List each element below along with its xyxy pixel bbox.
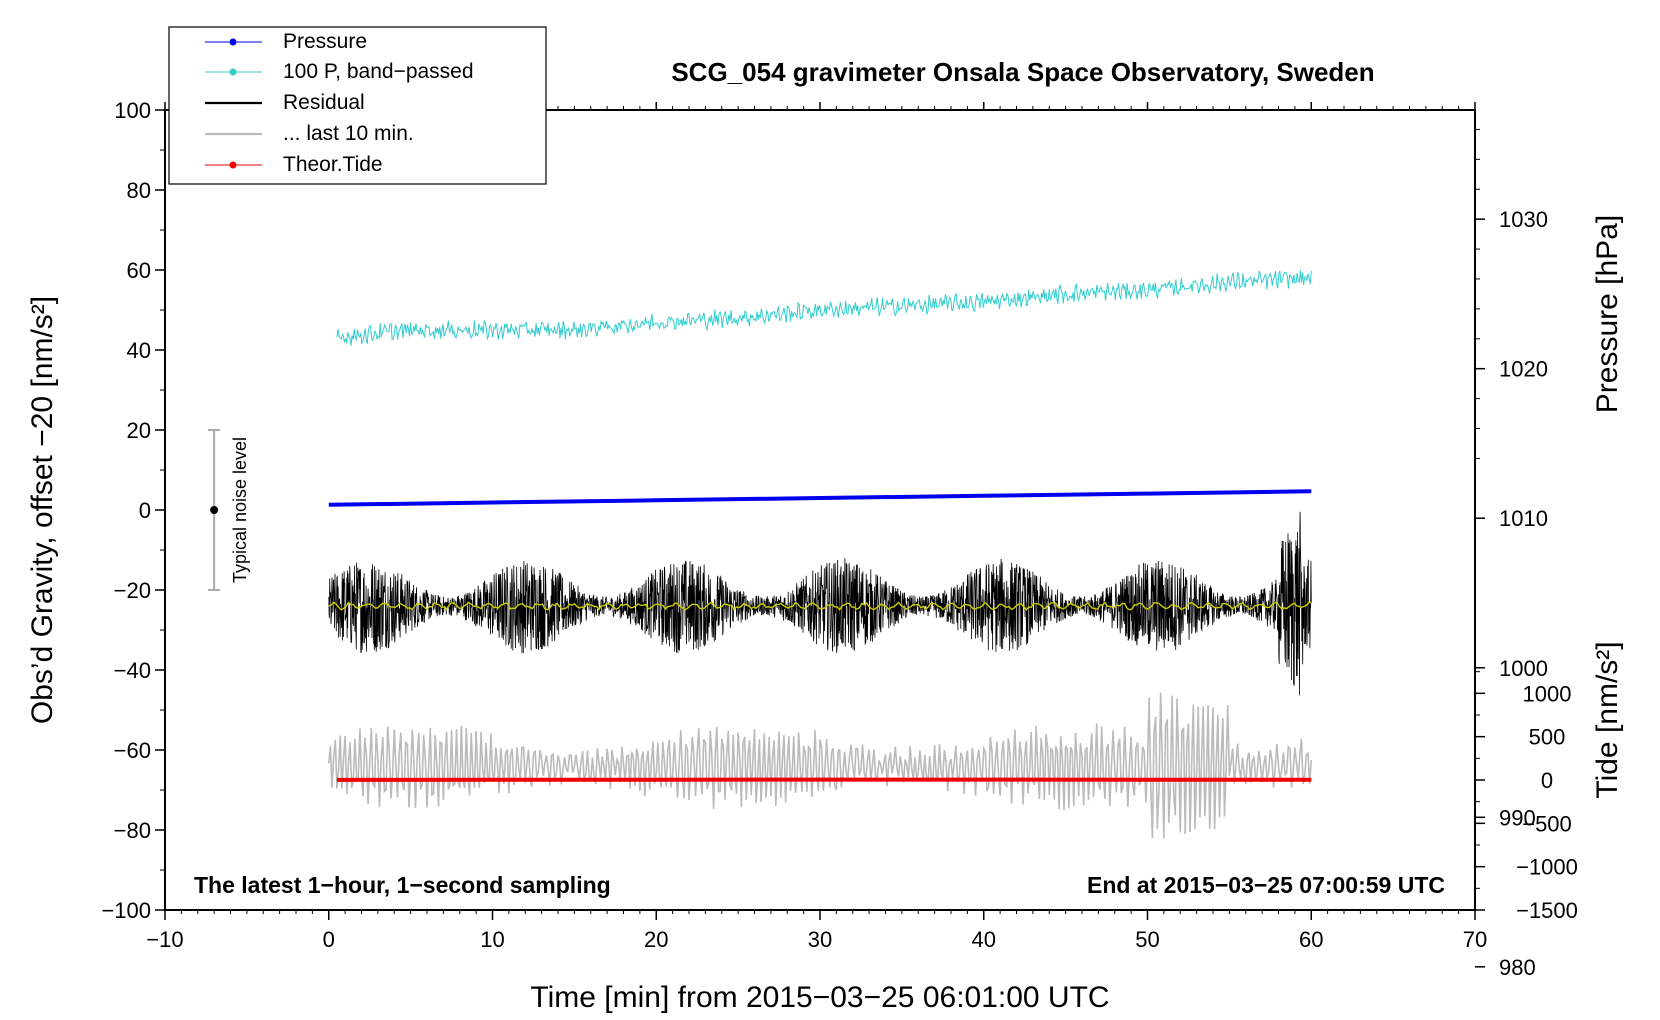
chart-title: SCG_054 gravimeter Onsala Space Observat… [671, 57, 1374, 87]
legend-swatch-marker [229, 161, 237, 169]
x-tick-label: 10 [480, 927, 504, 952]
series-band-passed-pressure [336, 270, 1312, 346]
tide-axis-label: Tide [nm/s²] [1591, 641, 1624, 798]
series-pressure [328, 489, 1312, 507]
legend-swatch-marker [229, 38, 237, 46]
series-last-10-min [328, 692, 1313, 839]
x-tick-label: 40 [972, 927, 996, 952]
x-tick-label: −10 [146, 927, 183, 952]
noise-bar-center [210, 506, 219, 514]
tide-tick-label: 500 [1529, 725, 1566, 750]
legend-label-residual: Residual [283, 91, 365, 114]
y-tick-label: 60 [127, 258, 151, 283]
legend-label-last-10-min: ... last 10 min. [283, 122, 414, 145]
footer-end-time: End at 2015−03−25 07:00:59 UTC [1087, 872, 1445, 898]
tide-tick-label: 1000 [1523, 681, 1572, 706]
tide-tick-label: −1000 [1516, 855, 1578, 880]
pressure-tick-label: 1010 [1499, 506, 1548, 531]
noise-level-label: Typical noise level [230, 437, 250, 583]
y-tick-label: 80 [127, 178, 151, 203]
y-tick-label: −100 [101, 898, 151, 923]
pressure-axis-label: Pressure [hPa] [1591, 215, 1624, 413]
pressure-tick-label: 980 [1499, 955, 1536, 980]
legend-label-pressure: Pressure [283, 30, 367, 53]
noise-level-bar [208, 429, 221, 591]
pressure-tick-label: 990 [1499, 805, 1536, 830]
y-axis-label: Obs’d Gravity, offset −20 [nm/s²] [26, 296, 59, 724]
tick-layer: −10 0 10 20 30 40 50 60 70−100−80−60−40−20020406… [101, 98, 1577, 980]
y-tick-label: 100 [114, 98, 151, 123]
x-tick-label: 30 [808, 927, 832, 952]
y-tick-label: −60 [114, 738, 151, 763]
y-tick-label: −20 [114, 578, 151, 603]
tide-tick-label: −500 [1522, 811, 1572, 836]
legend: Pressure 100 P, band−passed Residual ...… [168, 26, 547, 185]
y-tick-label: −40 [114, 658, 151, 683]
pressure-tick-label: 1020 [1499, 357, 1548, 382]
plot-data-layer [208, 270, 1313, 839]
y-tick-label: 40 [127, 338, 151, 363]
legend-box [168, 26, 547, 185]
x-tick-label: 20 [644, 927, 668, 952]
pressure-tick-label: 1030 [1499, 207, 1548, 232]
x-tick-label: 60 [1299, 927, 1323, 952]
series-residual [328, 511, 1312, 696]
pressure-tick-label: 1000 [1499, 656, 1548, 681]
y-tick-label: −80 [114, 818, 151, 843]
x-tick-label: 70 [1463, 927, 1487, 952]
series-residual-mean [328, 601, 1312, 611]
x-tick-label: 50 [1135, 927, 1159, 952]
tide-tick-label: 0 [1541, 768, 1553, 793]
tide-tick-label: −1500 [1516, 898, 1578, 923]
x-axis-label: Time [min] from 2015−03−25 06:01:00 UTC [530, 981, 1109, 1014]
y-tick-label: 20 [127, 418, 151, 443]
y-tick-label: 0 [139, 498, 151, 523]
x-tick-label: 0 [323, 927, 335, 952]
footer-sampling-note: The latest 1−hour, 1−second sampling [194, 872, 611, 898]
legend-label-band-passed: 100 P, band−passed [283, 60, 474, 83]
legend-label-theor-tide: Theor.Tide [283, 153, 383, 176]
legend-swatch-marker [229, 68, 237, 76]
